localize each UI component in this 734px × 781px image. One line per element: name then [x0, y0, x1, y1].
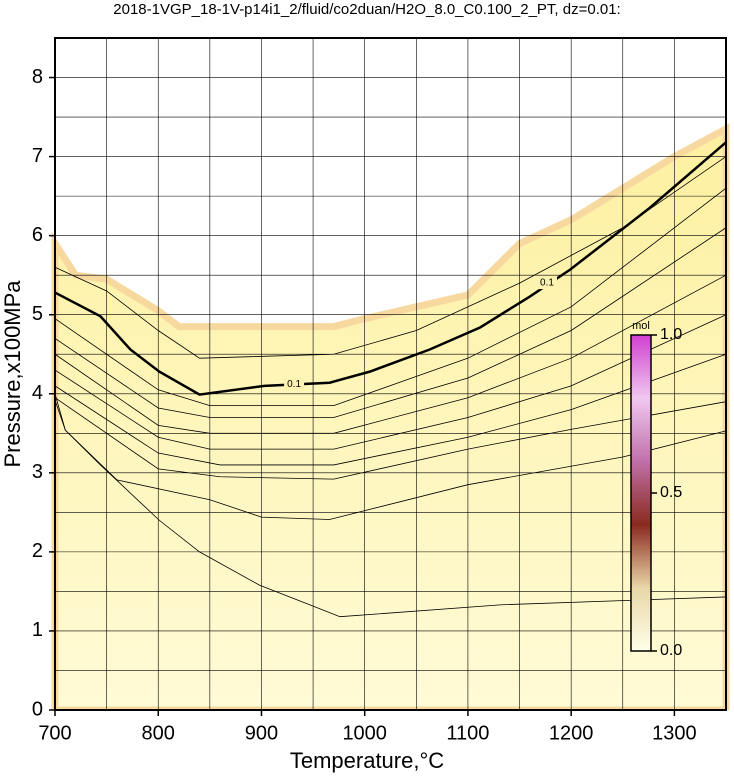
colorbar-tick-label: 0.0	[660, 642, 682, 659]
x-tick-label: 800	[142, 722, 175, 744]
contour-line	[54, 397, 727, 480]
contour-line	[54, 353, 727, 466]
contour-line	[54, 141, 727, 396]
y-tick-label: 0	[32, 698, 43, 720]
y-tick-label: 5	[32, 303, 43, 325]
x-axis-label: Temperature,°C	[290, 748, 444, 773]
contour-label: 0.1	[287, 379, 301, 390]
x-tick-label: 1000	[342, 722, 387, 744]
contour-line	[54, 156, 727, 359]
x-tick-label: 900	[245, 722, 278, 744]
y-tick-label: 1	[32, 619, 43, 641]
contour-line	[54, 187, 727, 407]
x-tick-label: 700	[38, 722, 71, 744]
y-tick-label: 7	[32, 145, 43, 167]
x-tick-label: 1100	[446, 722, 489, 744]
y-axis-label: Pressure,x100MPa	[0, 280, 25, 468]
y-tick-label: 2	[32, 540, 43, 562]
colorbar-label: mol	[632, 320, 650, 332]
plot-frame	[54, 37, 727, 711]
contour-line	[54, 227, 727, 418]
y-tick-label: 6	[32, 224, 43, 246]
contour-line	[54, 393, 727, 618]
x-tick-label: 1200	[549, 722, 594, 744]
contour-label-bg	[536, 277, 557, 290]
y-tick-label: 8	[32, 66, 43, 88]
contour-line	[54, 314, 727, 450]
contour-label: 0.1	[540, 278, 554, 289]
x-tick-label: 1300	[652, 722, 697, 744]
y-tick-label: 4	[32, 382, 43, 404]
field-mask	[50, 710, 731, 715]
contour-line	[54, 274, 727, 434]
colorbar-tick-label: 0.5	[660, 484, 682, 501]
colorbar-tick-label: 1.0	[660, 326, 682, 343]
contour-label-bg	[284, 378, 305, 391]
colorbar	[630, 334, 652, 652]
y-tick-label: 3	[32, 461, 43, 483]
chart-title: 2018-1VGP_18-1V-p14i1_2/fluid/co2duan/H2…	[113, 1, 620, 18]
